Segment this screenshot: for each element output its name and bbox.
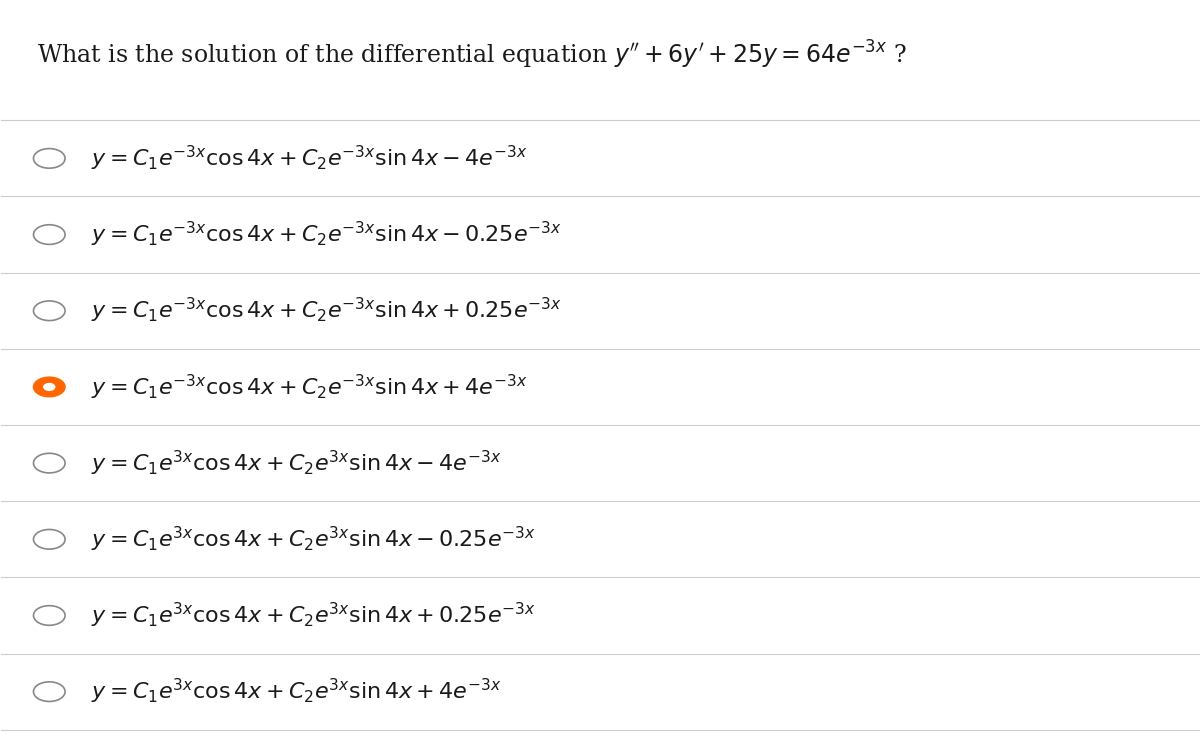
Text: $y = C_1e^{3x}\cos4x + C_2e^{3x}\sin4x - 0.25e^{-3x}$: $y = C_1e^{3x}\cos4x + C_2e^{3x}\sin4x -… [91,524,536,554]
Text: $y = C_1e^{-3x}\cos4x + C_2e^{-3x}\sin4x + 0.25e^{-3x}$: $y = C_1e^{-3x}\cos4x + C_2e^{-3x}\sin4x… [91,296,563,325]
Text: $y = C_1e^{-3x}\cos4x + C_2e^{-3x}\sin4x - 0.25e^{-3x}$: $y = C_1e^{-3x}\cos4x + C_2e^{-3x}\sin4x… [91,220,563,249]
Circle shape [34,377,65,397]
Text: $y = C_1e^{-3x}\cos4x + C_2e^{-3x}\sin4x - 4e^{-3x}$: $y = C_1e^{-3x}\cos4x + C_2e^{-3x}\sin4x… [91,144,528,173]
Text: $y = C_1e^{3x}\cos4x + C_2e^{3x}\sin4x - 4e^{-3x}$: $y = C_1e^{3x}\cos4x + C_2e^{3x}\sin4x -… [91,448,502,477]
Text: What is the solution of the differential equation $y'' + 6y' + 25y = 64e^{-3x}$ : What is the solution of the differential… [37,39,907,71]
Text: $y = C_1e^{3x}\cos4x + C_2e^{3x}\sin4x + 4e^{-3x}$: $y = C_1e^{3x}\cos4x + C_2e^{3x}\sin4x +… [91,677,502,706]
Text: $y = C_1e^{-3x}\cos4x + C_2e^{-3x}\sin4x + 4e^{-3x}$: $y = C_1e^{-3x}\cos4x + C_2e^{-3x}\sin4x… [91,372,528,401]
Text: $y = C_1e^{3x}\cos4x + C_2e^{3x}\sin4x + 0.25e^{-3x}$: $y = C_1e^{3x}\cos4x + C_2e^{3x}\sin4x +… [91,601,536,630]
Circle shape [44,383,55,390]
